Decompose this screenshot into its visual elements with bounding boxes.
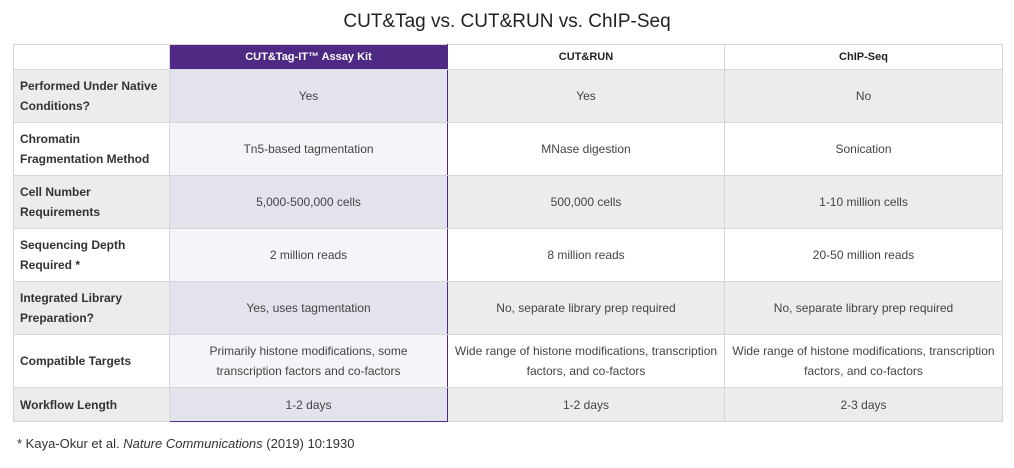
table-row: Workflow Length 1-2 days 1-2 days 2-3 da…	[13, 387, 1003, 422]
header-cut-tag: CUT&Tag-IT™ Assay Kit	[169, 44, 448, 70]
cell-cut-run: Wide range of histone modifications, tra…	[447, 334, 725, 388]
header-chip-seq: ChIP-Seq	[724, 44, 1003, 70]
cell-chip-seq: 2-3 days	[724, 387, 1003, 422]
cell-cut-tag: Primarily histone modifications, some tr…	[169, 334, 448, 388]
footnote-prefix: * Kaya-Okur et al.	[17, 436, 124, 451]
row-label: Performed Under Native Conditions?	[13, 69, 170, 123]
comparison-table: CUT&Tag-IT™ Assay Kit CUT&RUN ChIP-Seq P…	[13, 44, 1003, 422]
cell-cut-run: No, separate library prep required	[447, 281, 725, 335]
cell-cut-tag: 2 million reads	[169, 228, 448, 282]
table-header-row: CUT&Tag-IT™ Assay Kit CUT&RUN ChIP-Seq	[13, 44, 1003, 70]
cell-cut-tag: 5,000-500,000 cells	[169, 175, 448, 229]
cell-chip-seq: 1-10 million cells	[724, 175, 1003, 229]
cell-cut-run: Yes	[447, 69, 725, 123]
cell-cut-tag: Yes, uses tagmentation	[169, 281, 448, 335]
table-row: Compatible Targets Primarily histone mod…	[13, 334, 1003, 388]
header-cut-run: CUT&RUN	[447, 44, 725, 70]
cell-cut-tag: Yes	[169, 69, 448, 123]
cell-cut-tag: 1-2 days	[169, 387, 448, 422]
row-label: Compatible Targets	[13, 334, 170, 388]
table-row: Chromatin Fragmentation Method Tn5-based…	[13, 122, 1003, 176]
table-row: Sequencing Depth Required * 2 million re…	[13, 228, 1003, 282]
row-label: Chromatin Fragmentation Method	[13, 122, 170, 176]
cell-cut-run: MNase digestion	[447, 122, 725, 176]
cell-chip-seq: No, separate library prep required	[724, 281, 1003, 335]
page-title: CUT&Tag vs. CUT&RUN vs. ChIP-Seq	[343, 11, 671, 32]
cell-cut-run: 500,000 cells	[447, 175, 725, 229]
table-row: Performed Under Native Conditions? Yes Y…	[13, 69, 1003, 123]
footnote-journal: Nature Communications	[123, 436, 263, 451]
cell-cut-run: 8 million reads	[447, 228, 725, 282]
cell-cut-run: 1-2 days	[447, 387, 725, 422]
footnote: * Kaya-Okur et al. Nature Communications…	[17, 436, 354, 451]
footnote-suffix: (2019) 10:1930	[262, 436, 355, 451]
cell-cut-tag: Tn5-based tagmentation	[169, 122, 448, 176]
row-label: Sequencing Depth Required *	[13, 228, 170, 282]
cell-chip-seq: Sonication	[724, 122, 1003, 176]
row-label: Integrated Library Preparation?	[13, 281, 170, 335]
header-empty-cell	[13, 44, 170, 70]
cell-chip-seq: No	[724, 69, 1003, 123]
cell-chip-seq: Wide range of histone modifications, tra…	[724, 334, 1003, 388]
row-label: Workflow Length	[13, 387, 170, 422]
row-label: Cell Number Requirements	[13, 175, 170, 229]
cell-chip-seq: 20-50 million reads	[724, 228, 1003, 282]
table-row: Cell Number Requirements 5,000-500,000 c…	[13, 175, 1003, 229]
table-row: Integrated Library Preparation? Yes, use…	[13, 281, 1003, 335]
